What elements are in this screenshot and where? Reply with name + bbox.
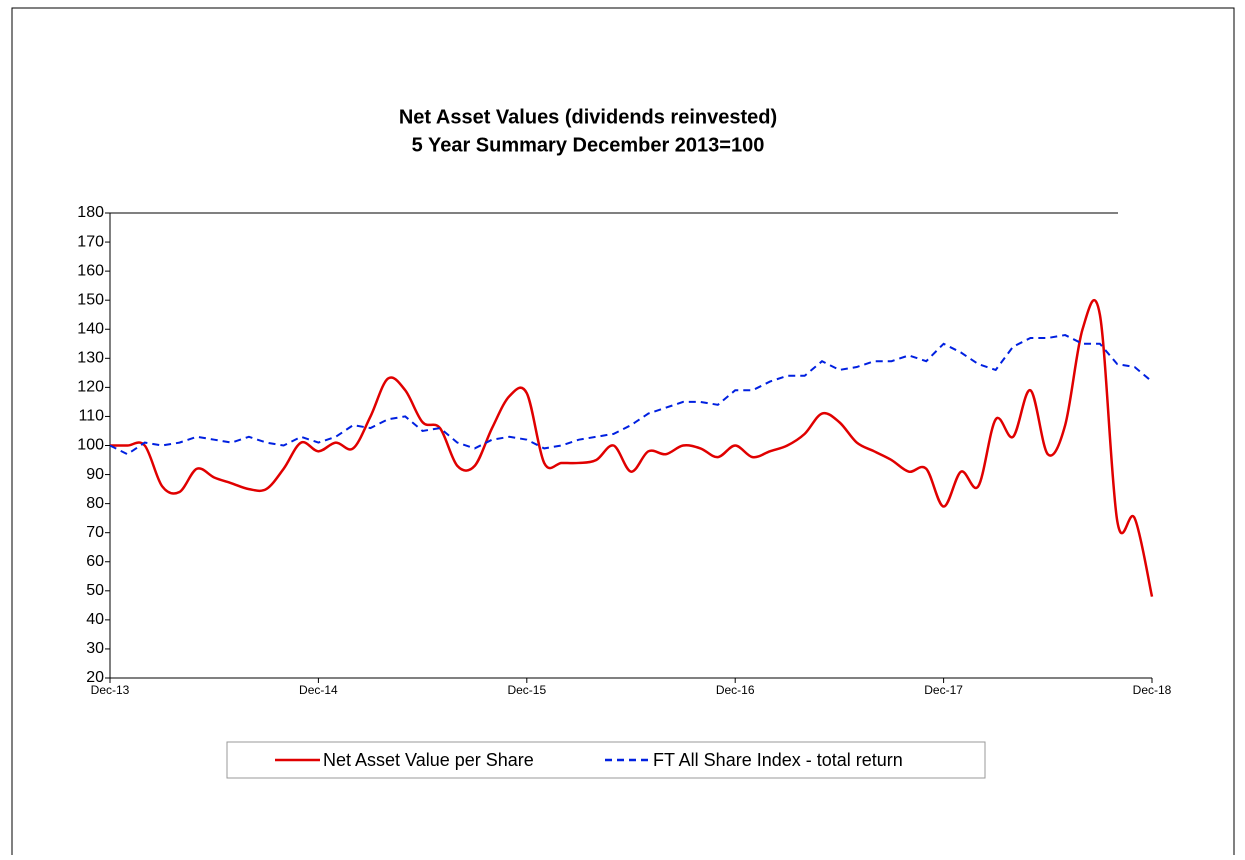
y-tick-label: 110 <box>78 408 104 425</box>
y-tick-label: 90 <box>86 466 104 483</box>
chart-frame <box>11 7 1235 860</box>
series-line <box>109 334 1153 456</box>
legend-label: Net Asset Value per Share <box>323 750 534 770</box>
x-tick-label: Dec-15 <box>507 683 546 697</box>
y-tick-label: 120 <box>77 379 104 396</box>
y-tick-label: 170 <box>77 233 104 250</box>
y-tick-label: 30 <box>86 640 104 657</box>
series-line <box>109 298 1154 597</box>
y-tick-label: 70 <box>86 524 104 541</box>
x-tick-label: Dec-17 <box>924 683 963 697</box>
x-tick-label: Dec-18 <box>1133 683 1172 697</box>
x-tick-label: Dec-13 <box>91 683 130 697</box>
y-tick-label: 60 <box>86 553 104 570</box>
y-tick-label: 100 <box>77 437 104 454</box>
x-tick-label: Dec-16 <box>716 683 755 697</box>
legend-label: FT All Share Index - total return <box>653 750 903 770</box>
chart-title: Net Asset Values (dividends reinvested) <box>399 106 777 128</box>
y-tick-label: 160 <box>77 262 104 279</box>
y-tick-label: 80 <box>86 495 104 512</box>
y-tick-label: 150 <box>77 291 104 308</box>
chart-subtitle: 5 Year Summary December 2013=100 <box>412 134 765 156</box>
y-tick-label: 50 <box>86 582 104 599</box>
y-tick-label: 140 <box>77 320 104 337</box>
y-tick-label: 40 <box>86 611 104 628</box>
y-tick-label: 180 <box>77 204 104 221</box>
y-tick-label: 130 <box>77 350 104 367</box>
y-tick-label: 20 <box>86 669 104 686</box>
x-tick-label: Dec-14 <box>299 683 338 697</box>
